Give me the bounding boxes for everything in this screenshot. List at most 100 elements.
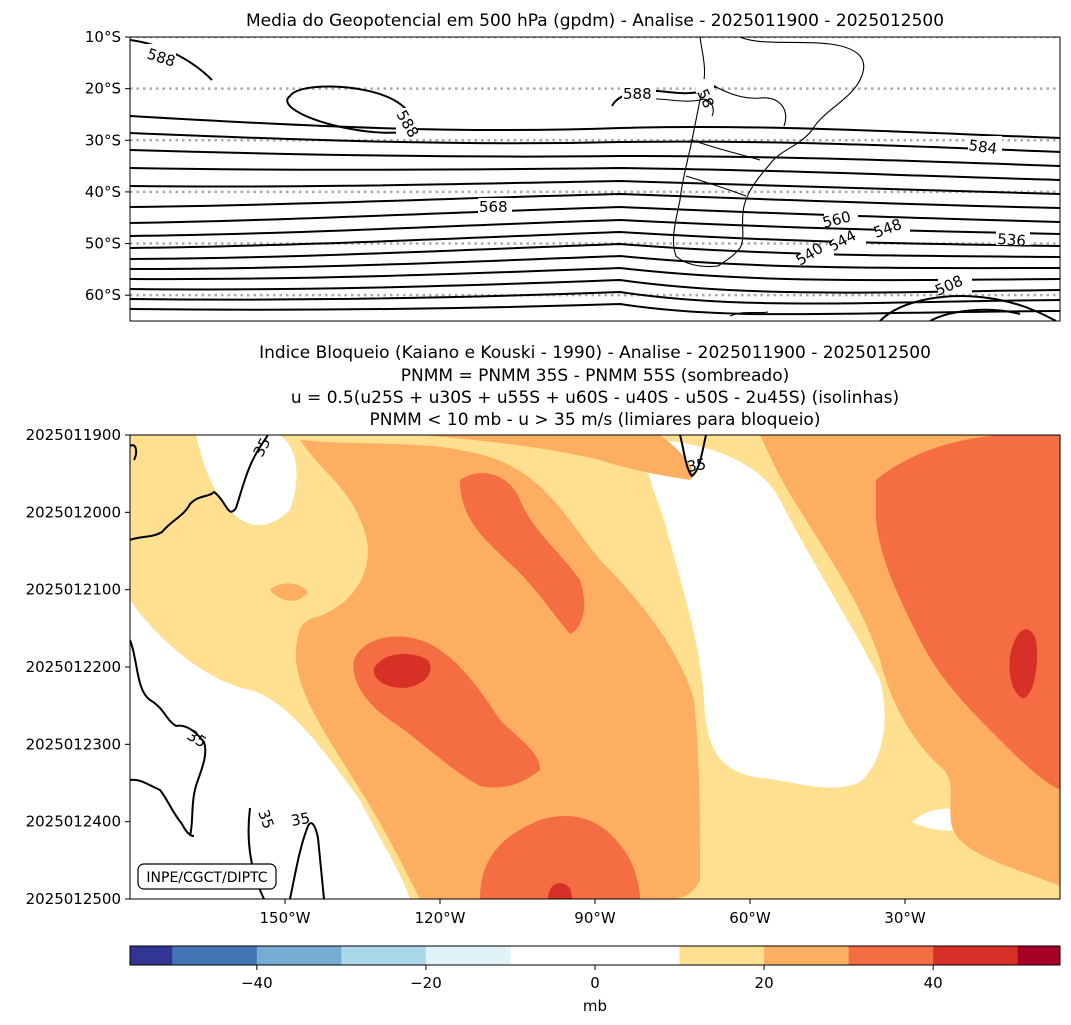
isoline-35 <box>130 778 195 837</box>
geopotential-contour-labels: 588 588 588 58 584 568 560 548 544 540 5… <box>145 44 1030 300</box>
isoline-35 <box>289 822 325 899</box>
y-tick-label: 20°S <box>85 80 121 98</box>
coastline-islands <box>729 311 769 317</box>
contour-label: 588 <box>623 85 652 103</box>
colorbar-segments <box>130 946 1061 965</box>
contour-label: 548 <box>871 215 904 242</box>
contour-low-arc <box>879 295 1057 321</box>
colorbar-segment <box>341 946 427 965</box>
pnmm-shading <box>130 435 1060 899</box>
coastline-border <box>685 175 747 197</box>
colorbar-segment <box>1017 946 1061 965</box>
isoline-label: 35 <box>686 455 708 476</box>
coastline-islands <box>639 98 714 117</box>
y-tick-label: 60°S <box>85 286 121 304</box>
coastline-border <box>703 79 787 127</box>
credit-box: INPE/CGCT/DIPTC <box>137 863 277 890</box>
contour-zonal <box>130 192 1060 209</box>
contour-zonal <box>130 278 1060 294</box>
shading-20-30 <box>270 583 308 601</box>
y-tick-label: 50°S <box>85 235 121 253</box>
geopotential-contours <box>130 39 1060 321</box>
isoline-35 <box>679 435 707 478</box>
contour-label: 568 <box>479 198 508 216</box>
shading-below-10 <box>130 600 410 899</box>
shading-30-40 <box>876 435 1060 790</box>
y-tick-label: 2025012200 <box>26 658 121 676</box>
x-tick-label: 30°W <box>884 909 926 927</box>
x-tick-label: 150°W <box>260 909 311 927</box>
bottom-x-ticks: 150°W 120°W 90°W 60°W 30°W <box>260 899 926 927</box>
contour-zonal <box>130 218 1060 237</box>
coastline-south-america <box>639 37 865 317</box>
colorbar-tick-label: −20 <box>410 974 442 992</box>
colorbar-tick-label: 40 <box>924 974 943 992</box>
contour-zonal <box>130 254 1060 270</box>
colorbar-segment <box>130 946 173 965</box>
x-tick-label: 60°W <box>729 909 771 927</box>
bottom-y-ticks: 2025011900 2025012000 2025012100 2025012200… <box>26 426 130 908</box>
isoline-label: 35 <box>290 809 312 830</box>
contour-zonal <box>130 166 1060 181</box>
contour-zonal <box>130 115 1060 139</box>
shading-30-40 <box>480 816 640 899</box>
title-line: PNMM = PNMM 35S - PNMM 55S (sombreado) <box>401 366 790 386</box>
y-tick-label: 2025012300 <box>26 735 121 753</box>
contour-zonal <box>130 205 1060 224</box>
colorbar-segment <box>933 946 1019 965</box>
top-y-ticks: 10°S 20°S 30°S 40°S 50°S 60°S <box>85 28 130 304</box>
colorbar-tick-label: −40 <box>241 974 273 992</box>
coastline <box>717 37 865 267</box>
y-tick-label: 2025012400 <box>26 813 121 831</box>
blocking-title: Indice Bloqueio (Kaiano e Kouski - 1990)… <box>259 343 931 430</box>
colorbar-ticks: −40 −20 0 20 40 <box>241 965 943 992</box>
isoline-35 <box>130 639 207 837</box>
blocking-index-panel: Indice Bloqueio (Kaiano e Kouski - 1990)… <box>26 343 1061 927</box>
title-line: PNMM < 10 mb - u > 35 m/s (limiares para… <box>370 410 821 430</box>
colorbar-segment <box>510 946 681 965</box>
shading-below-10 <box>196 435 297 526</box>
contour-label: 584 <box>967 136 998 158</box>
shading-40-50 <box>373 653 431 688</box>
y-tick-label: 2025012500 <box>26 890 121 908</box>
x-tick-label: 120°W <box>415 909 466 927</box>
colorbar-label: mb <box>583 997 607 1015</box>
contour-label: 536 <box>997 230 1027 250</box>
contour-zonal <box>130 149 1060 167</box>
isoline-35 <box>247 807 265 899</box>
shading-below-10 <box>645 440 885 788</box>
shading-20-30 <box>420 435 693 480</box>
colorbar-segment <box>172 946 258 965</box>
isoline-label: 35 <box>254 807 277 831</box>
blocking-frame <box>129 434 1061 900</box>
isoline-35 <box>130 444 138 461</box>
y-tick-label: 40°S <box>85 183 121 201</box>
shading-30-40 <box>460 473 585 634</box>
isoline-35 <box>130 435 269 541</box>
y-tick-label: 2025012000 <box>26 503 121 521</box>
colorbar-segment <box>256 946 342 965</box>
title-line: u = 0.5(u25S + u30S + u55S + u60S - u40S… <box>291 388 899 408</box>
geopotential-panel: Media do Geopotencial em 500 hPa (gpdm) … <box>85 11 1061 322</box>
credit-text: INPE/CGCT/DIPTC <box>146 870 267 886</box>
contour-zonal <box>130 290 1060 305</box>
coastline <box>672 37 719 268</box>
colorbar-segment <box>425 946 511 965</box>
contour-zonal <box>130 242 1060 260</box>
contour-zonal <box>130 132 1060 153</box>
contour-zonal <box>130 179 1060 195</box>
shading-20-30 <box>296 440 700 899</box>
colorbar-tick-label: 20 <box>755 974 774 992</box>
y-tick-label: 2025011900 <box>26 426 121 444</box>
y-tick-label: 30°S <box>85 131 121 149</box>
shading-40-50 <box>1009 629 1038 699</box>
colorbar: −40 −20 0 20 40 mb <box>129 945 1061 1015</box>
contour-low-arc <box>929 308 1021 321</box>
title-line: Indice Bloqueio (Kaiano e Kouski - 1990)… <box>259 343 931 363</box>
y-tick-label: 2025012100 <box>26 581 121 599</box>
contour-zonal <box>130 230 1060 249</box>
contour-zonal <box>130 266 1060 282</box>
geopotential-title: Media do Geopotencial em 500 hPa (gpdm) … <box>246 11 944 31</box>
colorbar-tick-label: 0 <box>590 974 600 992</box>
